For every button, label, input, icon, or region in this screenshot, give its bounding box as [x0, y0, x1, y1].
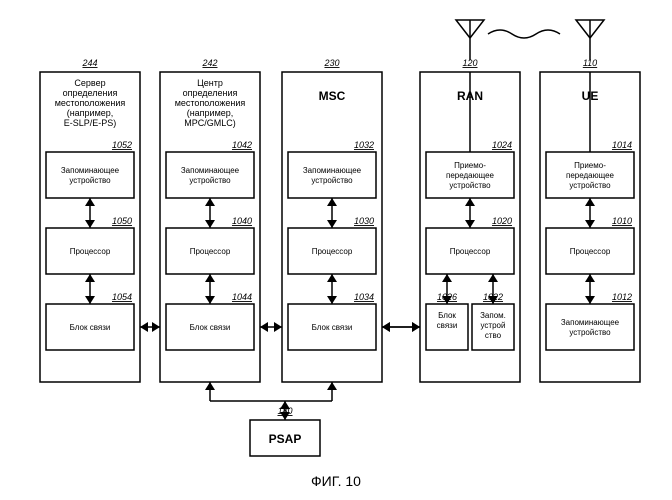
- svg-text:1024: 1024: [492, 140, 512, 150]
- svg-text:местоположения: местоположения: [175, 98, 246, 108]
- svg-text:1012: 1012: [612, 292, 632, 302]
- svg-text:1034: 1034: [354, 292, 374, 302]
- svg-text:Блок связи: Блок связи: [312, 323, 353, 332]
- svg-text:1010: 1010: [612, 216, 632, 226]
- svg-text:Блок связи: Блок связи: [190, 323, 231, 332]
- svg-text:1030: 1030: [354, 216, 374, 226]
- svg-text:Процессор: Процессор: [450, 247, 491, 256]
- svg-text:устройство: устройство: [311, 176, 353, 185]
- col-ref: 242: [201, 58, 217, 68]
- svg-text:связи: связи: [437, 321, 458, 330]
- svg-text:Центр: Центр: [197, 78, 223, 88]
- svg-text:Запом.: Запом.: [480, 311, 506, 320]
- col-ref: 230: [323, 58, 339, 68]
- svg-text:Приемо-: Приемо-: [454, 161, 486, 170]
- figure-label: ФИГ. 10: [311, 473, 361, 489]
- svg-text:1054: 1054: [112, 292, 132, 302]
- svg-text:1052: 1052: [112, 140, 132, 150]
- svg-text:Процессор: Процессор: [70, 247, 111, 256]
- svg-text:Приемо-: Приемо-: [574, 161, 606, 170]
- svg-text:1044: 1044: [232, 292, 252, 302]
- svg-text:ство: ство: [485, 331, 502, 340]
- svg-text:MSC: MSC: [319, 89, 346, 103]
- svg-text:Сервер: Сервер: [74, 78, 105, 88]
- svg-text:E-SLP/E-PS): E-SLP/E-PS): [64, 118, 117, 128]
- svg-text:Процессор: Процессор: [570, 247, 611, 256]
- svg-text:(например,: (например,: [67, 108, 114, 118]
- svg-text:устройство: устройство: [449, 181, 491, 190]
- svg-text:1014: 1014: [612, 140, 632, 150]
- svg-text:1032: 1032: [354, 140, 374, 150]
- svg-text:1040: 1040: [232, 216, 252, 226]
- svg-text:устрой: устрой: [481, 321, 506, 330]
- svg-text:Процессор: Процессор: [312, 247, 353, 256]
- svg-text:PSAP: PSAP: [269, 432, 302, 446]
- col-ref: 244: [81, 58, 97, 68]
- svg-text:передающее: передающее: [566, 171, 615, 180]
- svg-text:Блок связи: Блок связи: [70, 323, 111, 332]
- svg-text:Запоминающее: Запоминающее: [61, 166, 120, 175]
- svg-text:устройство: устройство: [189, 176, 231, 185]
- svg-text:определения: определения: [63, 88, 118, 98]
- svg-text:Процессор: Процессор: [190, 247, 231, 256]
- svg-text:1020: 1020: [492, 216, 512, 226]
- svg-text:определения: определения: [183, 88, 238, 98]
- svg-text:устройство: устройство: [569, 328, 611, 337]
- svg-text:устройство: устройство: [69, 176, 111, 185]
- svg-text:устройство: устройство: [569, 181, 611, 190]
- svg-text:местоположения: местоположения: [55, 98, 126, 108]
- svg-text:1050: 1050: [112, 216, 132, 226]
- svg-text:MPC/GMLC): MPC/GMLC): [184, 118, 236, 128]
- svg-text:Запоминающее: Запоминающее: [303, 166, 362, 175]
- svg-text:Запоминающее: Запоминающее: [561, 318, 620, 327]
- svg-text:1042: 1042: [232, 140, 252, 150]
- svg-text:передающее: передающее: [446, 171, 495, 180]
- svg-text:Запоминающее: Запоминающее: [181, 166, 240, 175]
- svg-text:(например,: (например,: [187, 108, 234, 118]
- svg-text:Блок: Блок: [438, 311, 456, 320]
